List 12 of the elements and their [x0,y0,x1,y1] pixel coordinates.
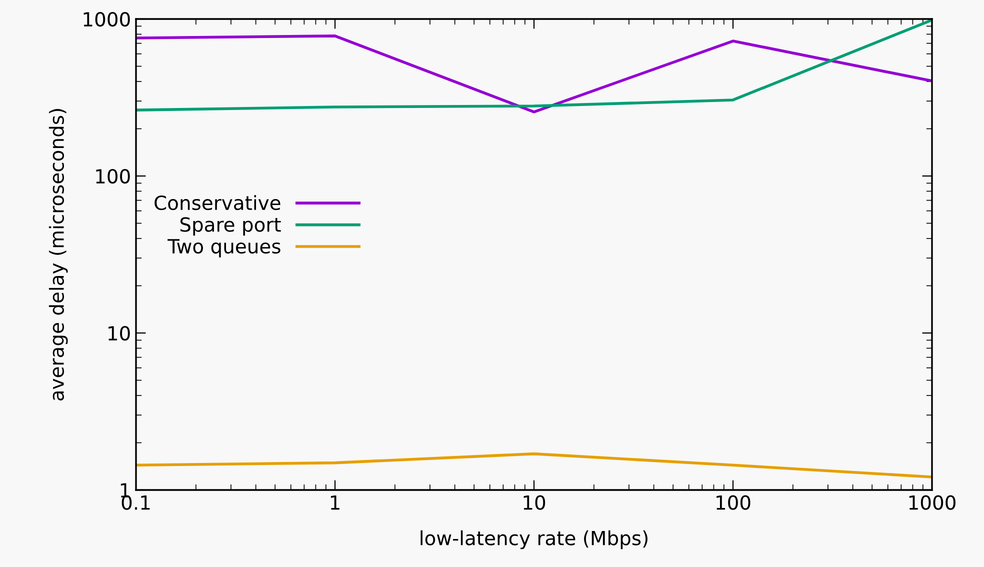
x-tick-label: 10 [524,495,546,510]
legend-label: Two queues [168,239,280,258]
x-tick-label: 1 [330,495,340,510]
x-axis-title: low-latency rate (Mbps) [420,530,648,550]
x-tick-label: 1000 [909,495,956,510]
x-tick-label: 100 [716,495,750,510]
y-axis-title: average delay (microseconds) [48,109,68,400]
y-tick-label: 10 [108,326,130,341]
y-tick-label: 1000 [84,12,130,27]
legend-label: Spare port [180,217,281,236]
y-tick-label: 100 [96,168,130,184]
legend-label: Conservative [154,195,280,210]
